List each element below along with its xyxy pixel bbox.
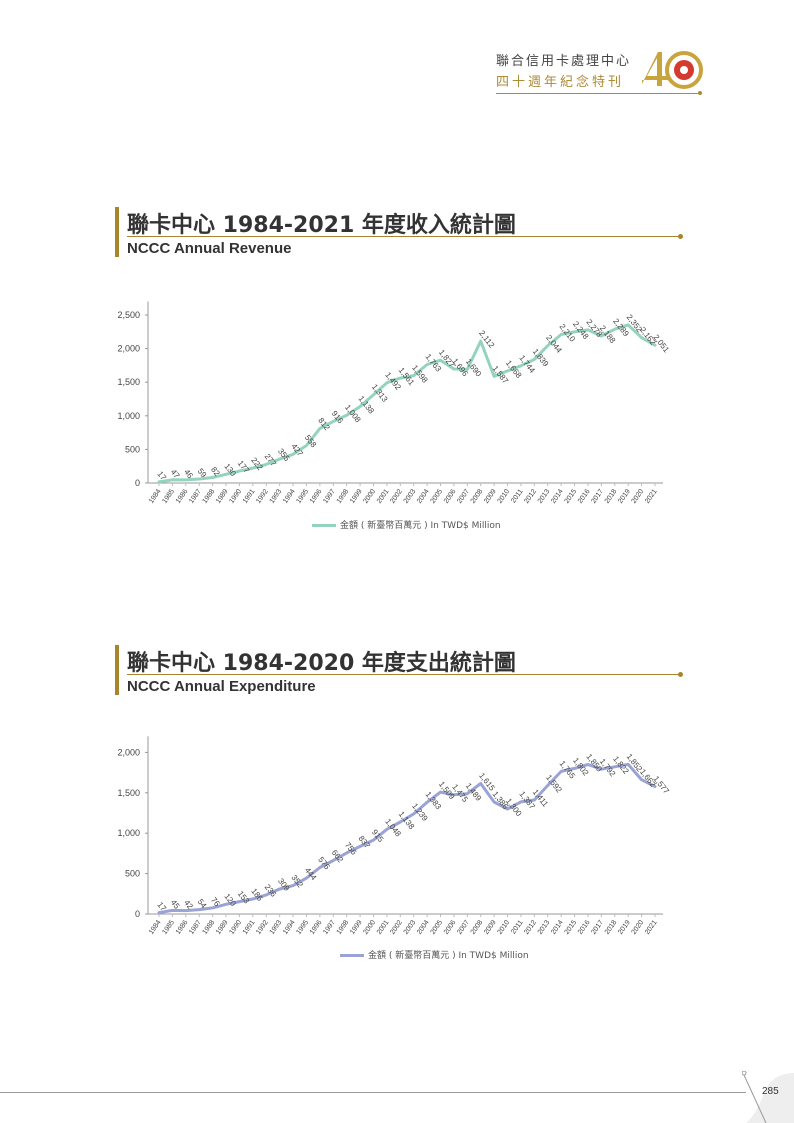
x-tick-label: 1984	[148, 919, 163, 936]
x-tick-label: 1986	[175, 919, 190, 936]
section-accent-bar	[115, 645, 119, 695]
revenue-chart-subtitle: NCCC Annual Revenue	[127, 240, 292, 257]
x-tick-label: 2004	[416, 919, 431, 936]
x-tick-label: 1999	[349, 919, 364, 936]
revenue-legend-swatch	[312, 524, 336, 527]
expenditure-legend-label: 金額 ( 新臺幣百萬元 ) In TWD$ Million	[368, 951, 529, 961]
header-title: 聯合信用卡處理中心	[496, 54, 632, 69]
expenditure-chart-subtitle: NCCC Annual Expenditure	[127, 678, 316, 695]
x-tick-label: 1992	[255, 919, 270, 936]
y-tick-label: 2,500	[117, 310, 140, 320]
section-rule	[127, 236, 680, 237]
x-tick-label: 2002	[389, 919, 404, 936]
y-tick-label: 500	[125, 444, 140, 454]
x-tick-label: 2011	[510, 919, 524, 935]
y-tick-label: 1,000	[117, 828, 140, 838]
expenditure-legend-swatch	[340, 954, 364, 957]
x-tick-label: 2007	[456, 919, 471, 936]
y-tick-label: 500	[125, 869, 140, 879]
x-tick-label: 1994	[282, 919, 297, 936]
revenue-chart-title: 聯卡中心 1984-2021 年度收入統計圖	[127, 213, 516, 238]
y-tick-label: 2,000	[117, 747, 140, 757]
x-tick-label: 2019	[617, 919, 632, 936]
header-rule-dot	[698, 91, 702, 95]
y-tick-label: 2,000	[117, 344, 140, 354]
y-tick-label: 1,500	[117, 788, 140, 798]
expenditure-line-chart: 05001,0001,5002,000198419851986198719881…	[117, 736, 671, 936]
x-tick-label: 2017	[590, 919, 605, 936]
x-tick-label: 2010	[497, 919, 512, 936]
footer-rule	[0, 1092, 746, 1093]
x-tick-label: 2013	[537, 919, 552, 936]
x-tick-label: 2001	[376, 919, 391, 936]
data-label: 1,048	[383, 817, 403, 839]
expenditure-chart-title: 聯卡中心 1984-2020 年度支出統計圖	[127, 651, 516, 676]
header-subtitle: 四十週年紀念特刊	[496, 75, 625, 90]
revenue-legend-label: 金額 ( 新臺幣百萬元 ) In TWD$ Million	[340, 521, 501, 531]
y-tick-label: 1,500	[117, 377, 140, 387]
x-tick-label: 2009	[483, 919, 498, 936]
header-rule	[496, 93, 699, 94]
x-tick-label: 2005	[429, 919, 444, 936]
section-rule-dot	[678, 234, 683, 239]
y-tick-label: 1,000	[117, 411, 140, 421]
x-tick-label: 1996	[309, 919, 324, 936]
expenditure-legend: 金額 ( 新臺幣百萬元 ) In TWD$ Million	[340, 948, 529, 961]
series-line	[157, 323, 657, 484]
x-tick-label: 2003	[403, 919, 418, 936]
x-tick-label: 1991	[242, 919, 257, 936]
x-tick-label: 2018	[604, 919, 619, 936]
x-tick-label: 1995	[295, 919, 310, 936]
x-tick-label: 2012	[523, 919, 538, 936]
page-corner-tab	[742, 1071, 794, 1123]
section-rule-dot	[678, 672, 683, 677]
revenue-section-heading: 聯卡中心 1984-2021 年度收入統計圖 NCCC Annual Reven…	[115, 207, 685, 257]
anniversary-40-logo-icon	[642, 51, 703, 89]
x-tick-label: 2015	[564, 919, 579, 936]
x-tick-label: 2000	[362, 919, 377, 936]
x-tick-label: 1987	[188, 919, 203, 936]
x-tick-label: 2006	[443, 919, 458, 936]
y-tick-label: 0	[135, 909, 140, 919]
section-accent-bar	[115, 207, 119, 257]
x-tick-label: 1985	[161, 919, 176, 936]
series-line	[157, 762, 657, 915]
x-tick-label: 1989	[215, 919, 230, 936]
page-number: 285	[762, 1086, 779, 1097]
x-tick-label: 1997	[322, 919, 337, 936]
x-tick-label: 2021	[644, 919, 659, 936]
x-tick-label: 1998	[336, 919, 351, 936]
expenditure-section-heading: 聯卡中心 1984-2020 年度支出統計圖 NCCC Annual Expen…	[115, 645, 685, 695]
x-tick-label: 1993	[269, 919, 284, 936]
y-tick-label: 0	[135, 478, 140, 488]
x-tick-label: 1988	[202, 919, 217, 936]
section-rule	[127, 674, 680, 675]
page-header: 聯合信用卡處理中心 四十週年紀念特刊	[496, 50, 706, 100]
x-tick-label: 2016	[577, 919, 592, 936]
revenue-line-chart: 05001,0001,5002,0002,5001984198519861987…	[117, 301, 671, 505]
x-tick-label: 1990	[228, 919, 243, 936]
x-tick-label: 2020	[631, 919, 646, 936]
x-tick-label: 2008	[470, 919, 485, 936]
revenue-legend: 金額 ( 新臺幣百萬元 ) In TWD$ Million	[312, 518, 501, 531]
x-tick-label: 2014	[550, 919, 565, 936]
